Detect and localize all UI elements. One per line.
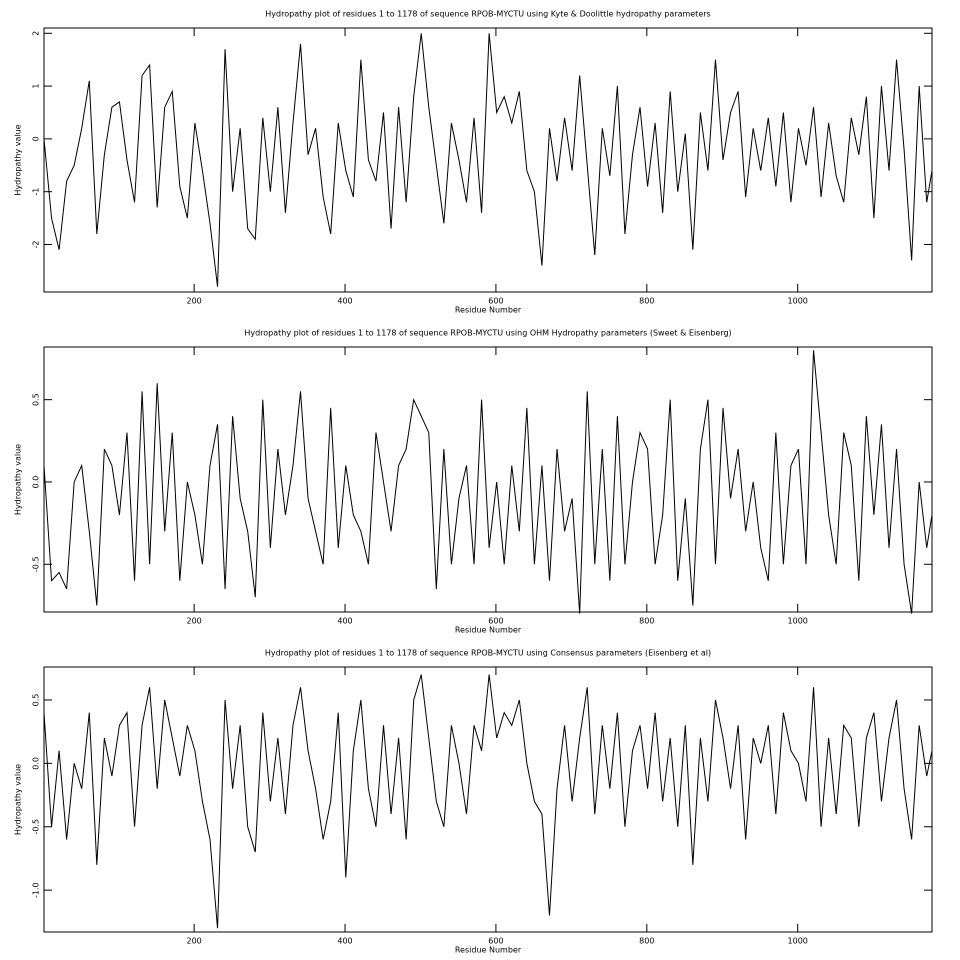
x-tick-label: 1000 xyxy=(788,617,808,626)
x-tick-label: 800 xyxy=(639,297,654,306)
x-tick-label: 1000 xyxy=(788,937,808,946)
y-tick-label: -1 xyxy=(32,188,41,196)
y-tick-label: 0.5 xyxy=(32,694,41,707)
chart-title: Hydropathy plot of residues 1 to 1178 of… xyxy=(265,10,710,19)
y-axis-label: Hydropathy value xyxy=(14,124,23,195)
plot-frame xyxy=(43,27,933,293)
y-tick-label: 0.0 xyxy=(32,476,41,489)
x-tick-label: 400 xyxy=(337,617,352,626)
x-tick-label: 600 xyxy=(488,297,503,306)
y-tick-label: -0.5 xyxy=(32,819,41,835)
x-tick-label: 800 xyxy=(639,937,654,946)
y-tick-label: 0.0 xyxy=(32,757,41,770)
plot-frame xyxy=(43,666,933,933)
y-axis-label: Hydropathy value xyxy=(14,764,23,835)
x-tick-label: 600 xyxy=(488,617,503,626)
chart-title: Hydropathy plot of residues 1 to 1178 of… xyxy=(265,649,711,658)
y-tick-label: 0.5 xyxy=(32,393,41,406)
x-tick-label: 400 xyxy=(337,297,352,306)
y-tick-label: -1.0 xyxy=(32,882,41,898)
y-tick-label: -2 xyxy=(32,240,41,248)
data-line xyxy=(43,350,933,614)
y-axis-label: Hydropathy value xyxy=(14,444,23,515)
y-tick-label: -0.5 xyxy=(32,556,41,572)
x-tick-label: 200 xyxy=(186,297,201,306)
x-axis-label: Residue Number xyxy=(455,626,522,635)
y-tick-label: 0 xyxy=(32,136,41,141)
x-tick-label: 1000 xyxy=(788,297,808,306)
data-line xyxy=(43,674,933,929)
x-axis-label: Residue Number xyxy=(455,306,522,315)
x-tick-label: 800 xyxy=(639,617,654,626)
y-tick-label: 2 xyxy=(32,31,41,36)
x-tick-label: 200 xyxy=(186,617,201,626)
plot-frame xyxy=(43,346,933,613)
x-tick-label: 600 xyxy=(488,937,503,946)
data-line xyxy=(43,33,933,287)
y-tick-label: 1 xyxy=(32,84,41,89)
x-axis-label: Residue Number xyxy=(455,946,522,955)
chart-title: Hydropathy plot of residues 1 to 1178 of… xyxy=(244,329,731,338)
x-tick-label: 400 xyxy=(337,937,352,946)
x-tick-label: 200 xyxy=(186,937,201,946)
